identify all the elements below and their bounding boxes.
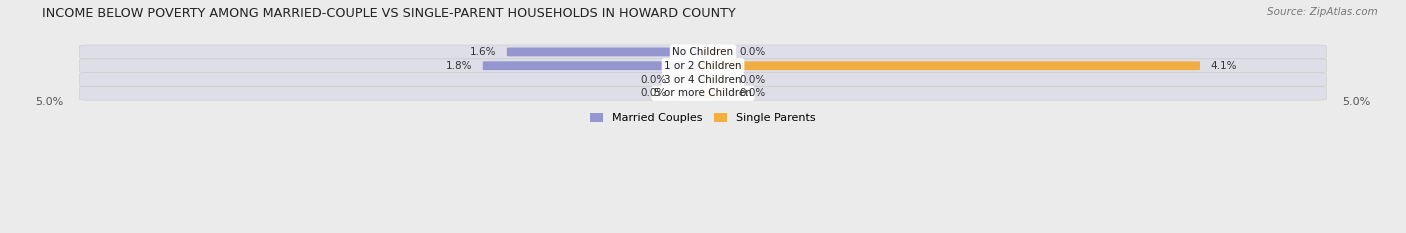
Text: 1 or 2 Children: 1 or 2 Children [664,61,742,71]
FancyBboxPatch shape [699,61,1201,70]
Text: 5 or more Children: 5 or more Children [654,88,752,98]
FancyBboxPatch shape [506,48,707,56]
FancyBboxPatch shape [699,48,728,56]
FancyBboxPatch shape [80,45,1326,59]
FancyBboxPatch shape [678,89,707,98]
Text: 3 or 4 Children: 3 or 4 Children [664,75,742,85]
Text: 4.1%: 4.1% [1211,61,1237,71]
FancyBboxPatch shape [80,59,1326,73]
Text: 1.6%: 1.6% [470,47,496,57]
Text: Source: ZipAtlas.com: Source: ZipAtlas.com [1267,7,1378,17]
Text: 5.0%: 5.0% [1343,97,1371,107]
Legend: Married Couples, Single Parents: Married Couples, Single Parents [586,108,820,128]
Text: 0.0%: 0.0% [641,75,666,85]
Text: 5.0%: 5.0% [35,97,63,107]
FancyBboxPatch shape [678,75,707,84]
Text: 0.0%: 0.0% [740,75,765,85]
FancyBboxPatch shape [699,89,728,98]
FancyBboxPatch shape [699,75,728,84]
Text: No Children: No Children [672,47,734,57]
FancyBboxPatch shape [482,61,707,70]
FancyBboxPatch shape [80,86,1326,100]
Text: INCOME BELOW POVERTY AMONG MARRIED-COUPLE VS SINGLE-PARENT HOUSEHOLDS IN HOWARD : INCOME BELOW POVERTY AMONG MARRIED-COUPL… [42,7,735,20]
Text: 0.0%: 0.0% [641,88,666,98]
FancyBboxPatch shape [80,73,1326,86]
Text: 1.8%: 1.8% [446,61,472,71]
Text: 0.0%: 0.0% [740,88,765,98]
Text: 0.0%: 0.0% [740,47,765,57]
